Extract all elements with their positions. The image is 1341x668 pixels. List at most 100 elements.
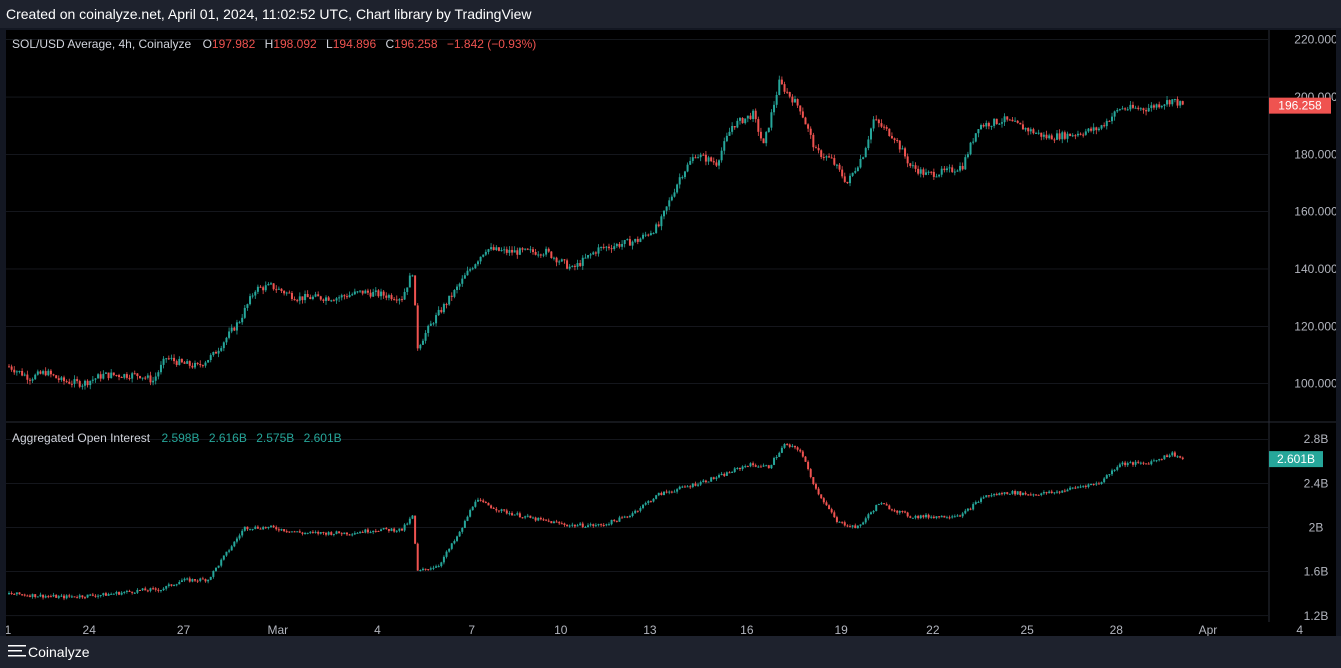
oi-candle [1163,455,1166,460]
oi-candle [1037,494,1040,496]
price-candle [1011,117,1014,122]
oi-candle [99,594,102,598]
menu-icon[interactable] [8,644,26,658]
oi-candle [767,464,770,469]
price-candle [403,288,406,300]
oi-candle [442,555,445,565]
price-candle [1160,105,1163,109]
price-candle [707,155,710,165]
price-candle [60,376,63,382]
price-candle [133,370,136,375]
oi-candle [516,511,519,516]
oi-candle [228,548,231,554]
price-candle [1027,127,1030,136]
price-candle [1179,100,1182,109]
price-candle [340,293,343,301]
oi-candle [558,521,561,525]
oi-candle [214,567,217,572]
price-candle [550,251,553,259]
price-candle [39,370,42,375]
price-candle [335,296,338,304]
chart-svg[interactable]: 100.000120.000140.000160.000180.000200.0… [5,30,1338,637]
price-candle [97,373,100,379]
oi-candle [602,523,605,527]
price-candle [1069,133,1072,137]
oi-candle [175,583,178,587]
price-candle [1008,118,1011,121]
oi-candle [639,506,642,513]
price-candle [618,241,621,249]
price-candle [877,118,880,128]
price-candle [217,347,220,358]
price-candle [146,373,149,380]
price-candle [898,139,901,153]
oi-candle [110,592,113,595]
oi-candle [893,508,896,513]
price-candle [820,149,823,160]
price-candle [118,373,121,381]
x-tick: 4 [1296,623,1303,636]
oi-candle [1076,486,1079,489]
price-candle [1071,133,1074,138]
oi-candle [974,500,977,505]
oi-candle [13,593,16,595]
price-candle [990,125,993,130]
oi-candle [380,528,383,532]
price-candle [888,128,891,137]
oi-candle [935,516,938,520]
price-candle [959,162,962,173]
price-candle [631,240,634,250]
oi-candle [600,523,603,527]
oi-candle [170,584,173,587]
price-candle [757,116,760,136]
price-candle [482,254,485,258]
oi-candle [49,594,52,598]
price-candle [55,374,58,379]
oi-candle [521,517,524,519]
header-text: Created on coinalyze.net, April 01, 2024… [6,6,532,22]
oi-candle [720,471,723,476]
oi-candle [21,593,24,596]
price-candle [1079,132,1082,136]
x-tick: Mar [268,623,289,636]
oi-candle [825,500,828,506]
oi-candle [539,516,542,521]
oi-candle [36,596,39,598]
price-candle [558,259,561,266]
oi-candle [238,533,241,541]
oi-candle [306,532,309,535]
price-candle [678,173,681,189]
oi-candle [1176,455,1179,459]
price-candle [364,289,367,294]
price-candle [353,288,356,296]
oi-candle [927,513,930,520]
oi-candle [1079,484,1082,489]
oi-candle [843,520,846,527]
oi-candle [885,502,888,506]
price-candle [144,376,147,380]
price-candle [694,154,697,159]
oi-candle [712,476,715,480]
oi-candle [1111,468,1114,477]
price-candle [770,109,773,131]
oi-candle [366,527,369,534]
oi-candle [1050,489,1053,494]
price-candle [699,152,702,162]
oi-candle [78,593,81,600]
price-candle [1092,123,1095,135]
price-candle [733,125,736,130]
oi-candle [369,530,372,534]
price-candle [34,373,37,380]
price-candle [89,380,92,390]
price-candle [1152,103,1155,110]
price-candle [568,264,571,271]
oi-candle [985,494,988,498]
oi-candle [382,527,385,530]
oi-legend-low: 2.575B [256,431,294,445]
oi-candle [63,594,66,601]
x-tick: 1 [6,623,12,636]
chart-area[interactable]: 100.000 120.000 140.000 160.000 180.000 200.0… [5,30,1338,637]
brand-link[interactable]: Coinalyze [28,644,90,660]
price-candle [673,188,676,198]
oi-candle [993,493,996,497]
